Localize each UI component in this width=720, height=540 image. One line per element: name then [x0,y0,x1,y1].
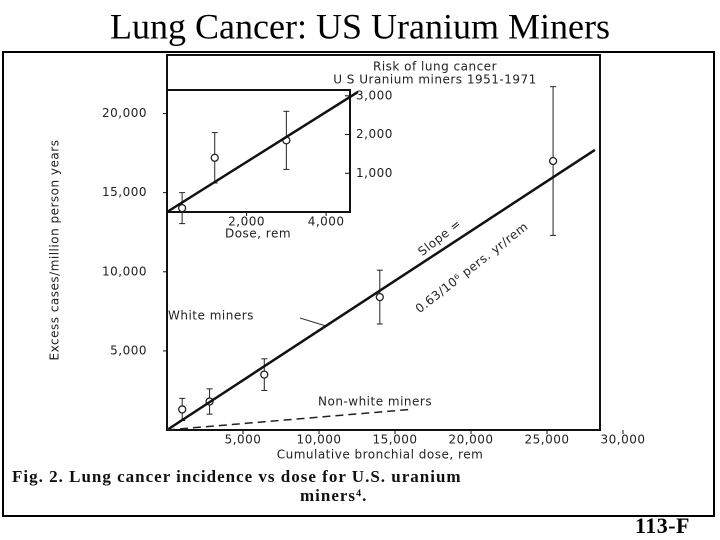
y-tick-label: 2,000 [356,127,393,141]
data-point [375,292,384,302]
slide-title: Lung Cancer: US Uranium Miners [110,6,610,46]
x-tick-label: 10,000 [297,433,342,447]
x-axis-label: Dose, rem [225,227,291,241]
data-point [260,370,269,379]
leader-line [299,317,327,327]
x-tick-label: 15,000 [373,433,418,447]
caption-line: Fig. 2. Lung cancer incidence vs dose fo… [12,467,462,486]
annotation: 0.63/10⁶ pers. yr/rem [413,219,531,315]
fit-line [166,148,596,432]
y-tick-label: 1,000 [356,166,393,180]
plot-frame [166,54,601,431]
y-tick-label: 3,000 [356,88,393,102]
inset-title: Risk of lung cancer [373,60,497,74]
y-tick-label: 20,000 [102,106,147,120]
x-tick-label: 4,000 [308,215,345,229]
x-tick-label: 2,000 [228,215,265,229]
figure-frame [2,51,715,517]
y-tick-label: 15,000 [102,185,147,199]
dashed-line [166,408,411,431]
inset-title: U S Uranium miners 1951-1971 [333,73,537,87]
x-tick-label: 25,000 [525,433,570,447]
data-point [548,156,558,166]
caption-line: miners⁴. [300,486,367,505]
y-tick-label: 10,000 [102,264,147,278]
data-point [210,153,219,162]
y-axis-label: Excess cases/million person years [48,140,62,361]
y-tick-label: 5,000 [110,343,147,357]
data-point [177,203,187,213]
x-axis-label: Cumulative bronchial dose, rem [277,448,484,462]
page-number: 113-F [635,513,690,538]
x-tick-label: 20,000 [449,433,494,447]
series-label: White miners [168,309,254,323]
x-tick-label: 5,000 [225,433,262,447]
series-label: Non-white miners [318,395,432,409]
fit-line [166,90,359,214]
x-tick-label: 30,000 [601,433,646,447]
data-point [178,405,187,414]
